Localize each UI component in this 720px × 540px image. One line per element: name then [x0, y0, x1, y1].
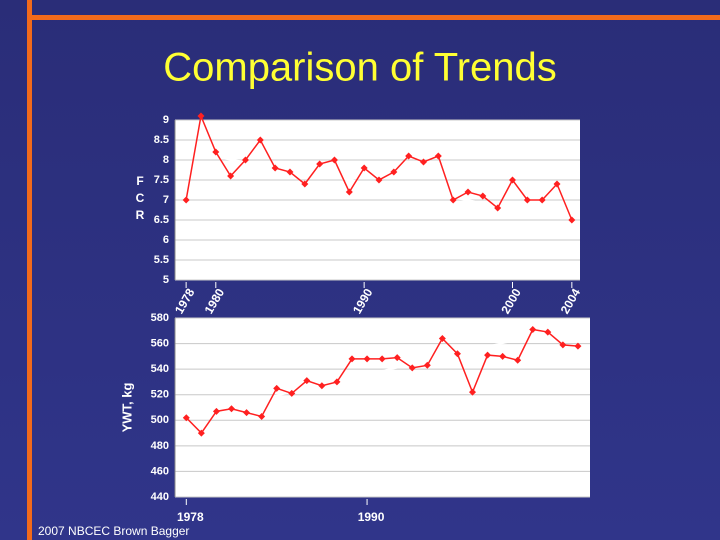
- y-tick-label: 7: [163, 194, 169, 206]
- plot-area: [175, 318, 590, 497]
- y-tick-label: 500: [151, 414, 169, 426]
- data-point: [423, 361, 431, 369]
- data-point: [408, 364, 416, 372]
- accent-horizontal: [27, 15, 720, 20]
- y-tick-label: 8: [163, 154, 169, 166]
- y-tick-label: 5: [163, 274, 169, 286]
- data-point: [514, 356, 522, 364]
- y-tick-label: 6.5: [154, 214, 169, 226]
- data-point: [469, 388, 477, 396]
- data-point: [286, 168, 294, 176]
- data-point: [212, 148, 220, 156]
- data-point: [197, 429, 205, 437]
- data-point: [227, 405, 235, 413]
- data-point: [182, 196, 190, 204]
- data-point: [345, 188, 353, 196]
- y-axis-label: YWT, kg: [119, 383, 134, 433]
- data-point: [258, 412, 266, 420]
- data-point: [529, 326, 537, 334]
- data-point: [182, 414, 190, 422]
- footer: 2007 NBCEC Brown Bagger: [38, 524, 189, 538]
- data-point: [393, 354, 401, 362]
- y-tick-label: 460: [151, 465, 169, 477]
- data-point: [318, 382, 326, 390]
- data-point: [484, 351, 492, 359]
- data-point: [538, 196, 546, 204]
- x-tick-label: 1978: [177, 510, 204, 524]
- y-tick-label: 9: [163, 114, 169, 126]
- data-point: [360, 164, 368, 172]
- data-point: [438, 334, 446, 342]
- data-point: [271, 164, 279, 172]
- data-point: [197, 112, 205, 120]
- data-point: [479, 192, 487, 200]
- data-point: [288, 389, 296, 397]
- data-point: [212, 407, 220, 415]
- data-point: [464, 188, 472, 196]
- data-point: [509, 176, 516, 184]
- y-tick-label: 440: [151, 491, 169, 503]
- x-tick-label: 1990: [358, 510, 385, 524]
- y-tick-label: 560: [151, 337, 169, 349]
- data-point: [243, 409, 251, 417]
- data-point: [241, 156, 249, 164]
- data-point: [449, 196, 457, 204]
- accent-vertical: [27, 0, 32, 540]
- data-point: [453, 350, 461, 358]
- y-tick-label: 5.5: [154, 254, 169, 266]
- data-point: [227, 172, 235, 180]
- data-point: [434, 152, 442, 160]
- data-point: [378, 355, 386, 363]
- data-point: [574, 342, 582, 350]
- data-point: [499, 352, 507, 360]
- y-tick-label: 8.5: [154, 134, 169, 146]
- data-point: [316, 160, 324, 168]
- data-point: [568, 216, 576, 224]
- data-point: [390, 168, 398, 176]
- y-tick-label: 580: [151, 312, 169, 324]
- data-point: [375, 176, 383, 184]
- data-point: [419, 158, 427, 166]
- trend-line: [186, 324, 579, 418]
- trend-line: [185, 151, 573, 219]
- y-tick-label: 540: [151, 363, 169, 375]
- slide-title: Comparison of Trends: [163, 46, 557, 90]
- data-point: [303, 377, 311, 385]
- data-point: [405, 152, 413, 160]
- data-point: [333, 378, 341, 386]
- data-point: [544, 328, 552, 336]
- data-point: [273, 384, 281, 392]
- data-point: [523, 196, 531, 204]
- y-tick-label: 520: [151, 389, 169, 401]
- data-point: [494, 204, 502, 212]
- y-tick-label: 480: [151, 440, 169, 452]
- data-point: [348, 355, 356, 363]
- data-point: [559, 341, 567, 349]
- data-point: [330, 156, 338, 164]
- y-tick-label: 7.5: [154, 174, 169, 186]
- data-point: [256, 136, 264, 144]
- data-point: [363, 355, 371, 363]
- data-point: [553, 180, 561, 188]
- y-tick-label: 6: [163, 234, 169, 246]
- data-point: [301, 180, 309, 188]
